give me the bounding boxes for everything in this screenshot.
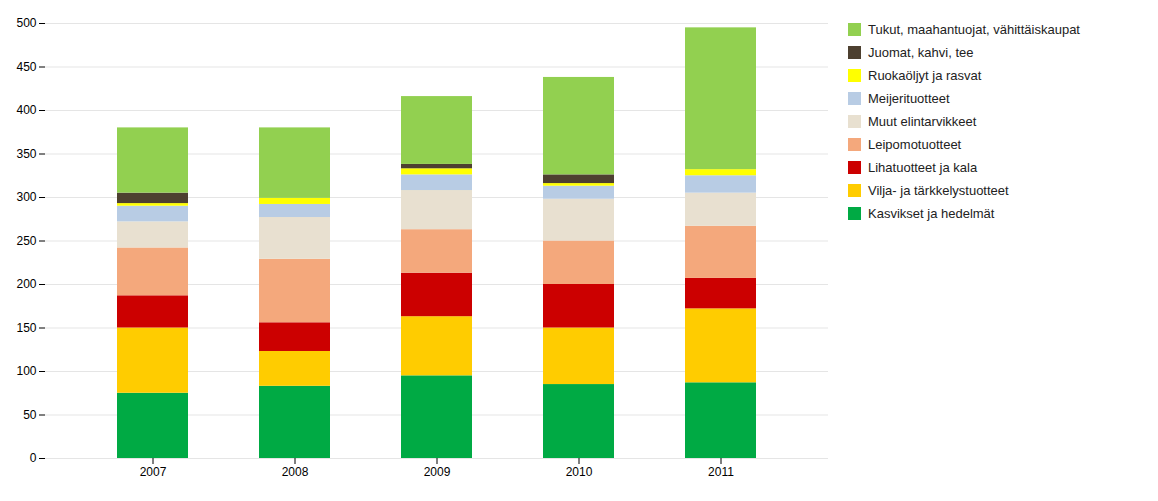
svg-text:100: 100 <box>16 364 36 378</box>
svg-text:2007: 2007 <box>140 465 167 479</box>
html-text:Juomat, kahvi, tee: Juomat, kahvi, tee <box>868 45 974 60</box>
svg-text:2009: 2009 <box>424 465 451 479</box>
svg-text:50: 50 <box>23 408 37 422</box>
svg-text:300: 300 <box>16 190 36 204</box>
svg-text:250: 250 <box>16 234 36 248</box>
html-text:Kasvikset ja hedelmät: Kasvikset ja hedelmät <box>868 206 995 221</box>
html-text:Tukut, maahantuojat, vähittäis: Tukut, maahantuojat, vähittäiskaupat <box>868 22 1080 37</box>
html-text:Lihatuotteet ja kala: Lihatuotteet ja kala <box>868 160 978 175</box>
svg-text:500: 500 <box>16 16 36 30</box>
html-text:Vilja- ja tärkkelystuotteet: Vilja- ja tärkkelystuotteet <box>868 183 1009 198</box>
svg-text:450: 450 <box>16 60 36 74</box>
svg-text:150: 150 <box>16 321 36 335</box>
svg-text:350: 350 <box>16 147 36 161</box>
svg-text:2008: 2008 <box>282 465 309 479</box>
svg-text:2011: 2011 <box>708 465 734 479</box>
svg-text:400: 400 <box>16 103 36 117</box>
svg-text:0: 0 <box>30 451 37 465</box>
svg-text:200: 200 <box>16 277 36 291</box>
html-text:Muut elintarvikkeet: Muut elintarvikkeet <box>868 114 977 129</box>
svg-text:2010: 2010 <box>566 465 593 479</box>
html-text:Meijerituotteet: Meijerituotteet <box>868 91 950 106</box>
html-text:Ruokaöljyt ja rasvat: Ruokaöljyt ja rasvat <box>868 68 982 83</box>
html-text:Leipomotuotteet: Leipomotuotteet <box>868 137 962 152</box>
